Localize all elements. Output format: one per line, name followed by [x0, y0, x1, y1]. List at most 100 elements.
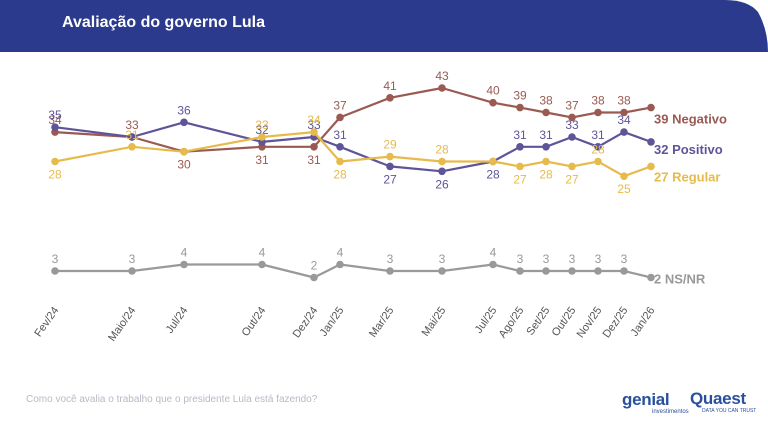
genial-logo-subtext: investimentos: [652, 409, 689, 415]
data-point-regular: [568, 162, 576, 171]
data-label-negativo: 37: [333, 98, 347, 112]
data-label-positivo: 26: [435, 177, 449, 191]
data-label-ns-nr: 4: [181, 246, 188, 260]
data-label-negativo: 38: [591, 94, 605, 108]
data-point-regular: [594, 157, 602, 166]
data-label-ns-nr: 3: [387, 252, 394, 266]
data-point-ns-nr: [516, 267, 524, 275]
data-label-positivo: 33: [307, 118, 321, 132]
data-label-ns-nr: 3: [595, 252, 602, 266]
data-point-regular: [51, 157, 59, 166]
data-label-positivo: 31: [591, 128, 605, 142]
x-tick-label: Out/24: [240, 305, 269, 339]
data-label-ns-nr: 3: [569, 252, 576, 266]
data-point-negativo: [516, 103, 524, 112]
data-point-positivo: [386, 162, 394, 171]
data-label-negativo: 41: [383, 79, 397, 93]
data-point-negativo: [489, 98, 497, 107]
series-line-negativo: [54, 86, 652, 153]
data-label-ns-nr: 4: [490, 246, 497, 260]
data-point-ns-nr: [258, 260, 266, 269]
x-tick-label: Dez/24: [291, 305, 321, 340]
data-point-positivo: [336, 143, 344, 151]
genial-logo: genial investimentos: [622, 390, 689, 415]
data-point-negativo: [594, 108, 602, 117]
data-point-regular: [489, 157, 497, 166]
data-label-ns-nr: 3: [543, 252, 550, 266]
data-label-negativo: 34: [48, 113, 62, 127]
data-label-regular: 27: [565, 172, 579, 186]
survey-question: Como você avalia o trabalho que o presid…: [26, 394, 318, 405]
data-label-regular: 28: [48, 168, 62, 182]
header-background: [0, 0, 768, 52]
data-point-ns-nr: [51, 267, 59, 275]
genial-logo-text: genial: [622, 390, 670, 409]
data-label-regular: 25: [617, 182, 631, 196]
data-label-regular: 33: [255, 118, 269, 132]
data-point-regular: [336, 157, 344, 166]
data-point-negativo: [647, 103, 655, 112]
data-label-positivo: 28: [486, 168, 500, 182]
data-point-positivo: [620, 128, 628, 136]
quaest-logo-subtext: DATA YOU CAN TRUST: [702, 408, 757, 414]
data-point-negativo: [310, 143, 318, 151]
data-point-negativo: [336, 113, 344, 122]
data-label-ns-nr: 3: [52, 252, 59, 266]
data-point-ns-nr: [594, 267, 602, 275]
data-point-ns-nr: [438, 267, 446, 275]
x-tick-label: Mai/25: [420, 305, 449, 339]
data-point-positivo: [51, 123, 59, 131]
data-label-positivo: 31: [513, 128, 527, 142]
data-label-positivo: 33: [565, 118, 579, 132]
data-label-ns-nr: 4: [259, 246, 266, 260]
header-banner: Avaliação do governo Lula: [0, 0, 768, 52]
x-tick-label: Jul/25: [473, 305, 500, 336]
quaest-logo-text: Quaest: [690, 389, 746, 408]
series-line-ns-nr: [55, 263, 652, 279]
data-label-ns-nr: 3: [439, 252, 446, 266]
x-tick-label: Jan/26: [629, 305, 658, 339]
end-label-positivo: 32 Positivo: [654, 142, 723, 157]
data-point-ns-nr: [647, 273, 655, 282]
data-point-regular: [620, 172, 628, 180]
data-label-negativo: 37: [565, 98, 579, 112]
data-point-ns-nr: [336, 260, 344, 269]
x-tick-label: Fev/24: [32, 305, 61, 339]
x-tick-label: Ago/25: [497, 305, 527, 340]
data-label-ns-nr: 2: [311, 259, 318, 273]
data-label-regular: 28: [435, 143, 449, 157]
data-point-negativo: [386, 94, 394, 102]
data-label-positivo: 35: [48, 108, 62, 122]
data-label-ns-nr: 4: [337, 246, 344, 260]
data-point-positivo: [594, 143, 602, 151]
end-label-regular: 27 Regular: [654, 169, 720, 184]
data-point-negativo: [438, 84, 446, 92]
data-label-regular: 31: [125, 128, 139, 142]
x-tick-label: Jul/24: [164, 305, 191, 336]
data-point-ns-nr: [542, 267, 550, 275]
data-point-negativo: [620, 108, 628, 117]
x-tick-label: Jan/25: [318, 305, 347, 339]
data-label-positivo: 34: [617, 113, 631, 127]
data-label-negativo: 40: [486, 84, 500, 98]
data-label-negativo: 31: [255, 153, 269, 167]
data-point-positivo: [568, 133, 576, 141]
data-label-regular: 28: [333, 168, 347, 182]
data-label-positivo: 27: [383, 172, 397, 186]
data-point-regular: [542, 157, 550, 166]
data-point-ns-nr: [489, 260, 497, 269]
quaest-logo: Quaest DATA YOU CAN TRUST: [690, 389, 756, 414]
data-label-regular: 29: [383, 138, 397, 152]
data-label-negativo: 33: [125, 118, 139, 132]
end-label-negativo: 39 Negativo: [654, 112, 727, 127]
data-label-negativo: 31: [307, 153, 321, 167]
data-point-ns-nr: [620, 267, 628, 275]
data-label-negativo: 38: [617, 94, 631, 108]
end-label-ns-nr: 2 NS/NR: [654, 272, 706, 287]
data-point-regular: [310, 128, 318, 136]
data-label-ns-nr: 3: [129, 252, 136, 266]
data-label-regular: 27: [513, 172, 527, 186]
data-point-regular: [128, 143, 136, 151]
data-point-regular: [258, 133, 266, 141]
data-point-regular: [647, 162, 655, 171]
